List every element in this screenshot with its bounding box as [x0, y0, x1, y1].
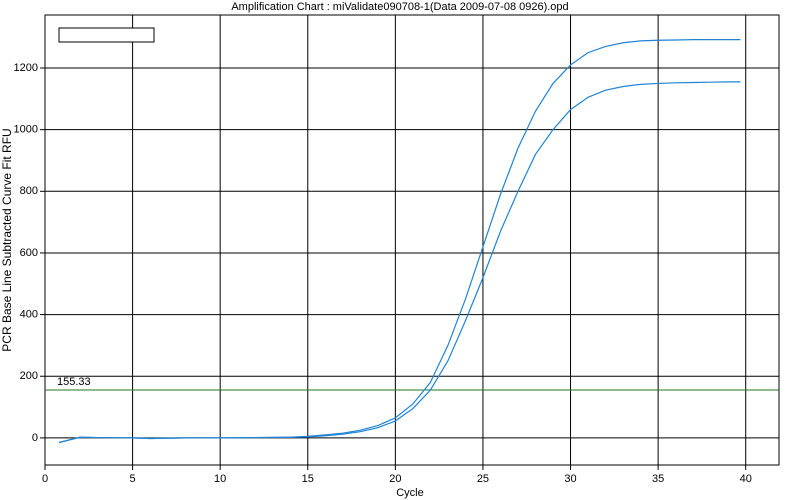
y-tick-label: 800 [20, 185, 38, 197]
x-axis-label: Cycle [396, 487, 424, 499]
x-tick-label: 40 [740, 473, 752, 485]
x-tick-label: 15 [302, 473, 314, 485]
y-tick-label: 400 [20, 308, 38, 320]
threshold-label: 155.33 [57, 376, 91, 388]
y-tick-label: 200 [20, 370, 38, 382]
y-tick-label: 0 [32, 432, 38, 444]
x-tick-label: 10 [214, 473, 226, 485]
amplification-curve [58, 81, 741, 444]
y-tick-label: 1200 [14, 62, 38, 74]
y-tick-label: 1000 [14, 124, 38, 136]
x-tick-label: 0 [42, 473, 48, 485]
x-tick-label: 35 [652, 473, 664, 485]
chart-title: Amplification Chart : miValidate090708-1… [231, 1, 568, 13]
x-tick-label: 25 [477, 473, 489, 485]
x-tick-label: 5 [130, 473, 136, 485]
y-axis-label: PCR Base Line Subtracted Curve Fit RFU [0, 128, 14, 351]
x-tick-label: 20 [389, 473, 401, 485]
x-tick-label: 30 [564, 473, 576, 485]
y-tick-label: 600 [20, 247, 38, 259]
legend-box [58, 27, 155, 43]
